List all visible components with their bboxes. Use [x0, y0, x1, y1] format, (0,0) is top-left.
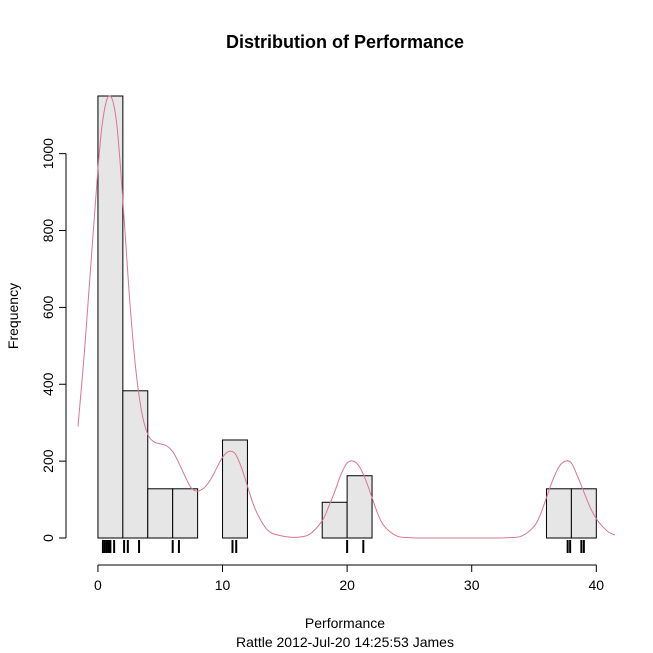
- x-tick-label-3: 30: [464, 577, 480, 593]
- histogram-bar-2: [147, 488, 174, 539]
- chart-subtitle: Rattle 2012-Jul-20 14:25:53 James: [236, 634, 454, 650]
- density-curve: [77, 95, 616, 539]
- y-tick-label-4: 800: [40, 219, 56, 243]
- histogram-bar-18: [545, 488, 572, 539]
- y-tick-label-2: 400: [40, 372, 56, 396]
- y-axis-label: Frequency: [5, 283, 21, 349]
- y-tick-label-3: 600: [40, 295, 56, 319]
- histogram-bar-10: [346, 475, 373, 539]
- histogram-bar-9: [321, 501, 348, 539]
- x-axis: 0 10 20 30 40: [94, 564, 605, 593]
- y-axis: 0 200 400 600 800 1000: [40, 138, 67, 542]
- x-tick-label-1: 10: [215, 577, 231, 593]
- x-tick-label-4: 40: [589, 577, 605, 593]
- chart-title: Distribution of Performance: [226, 32, 464, 52]
- x-tick-label-0: 0: [94, 577, 102, 593]
- histogram-bar-1: [122, 390, 149, 539]
- x-tick-label-2: 20: [339, 577, 355, 593]
- y-tick-label-0: 0: [40, 534, 56, 542]
- histogram-bar-19: [570, 488, 597, 539]
- y-tick-label-5: 1000: [40, 138, 56, 169]
- y-tick-label-1: 200: [40, 449, 56, 473]
- histogram-bar-0: [97, 95, 124, 539]
- histogram-bar-3: [172, 488, 199, 539]
- rug-marks: [101, 540, 585, 553]
- histogram-bars: [97, 95, 597, 539]
- histogram-bar-5: [222, 439, 248, 539]
- x-axis-label: Performance: [305, 615, 385, 631]
